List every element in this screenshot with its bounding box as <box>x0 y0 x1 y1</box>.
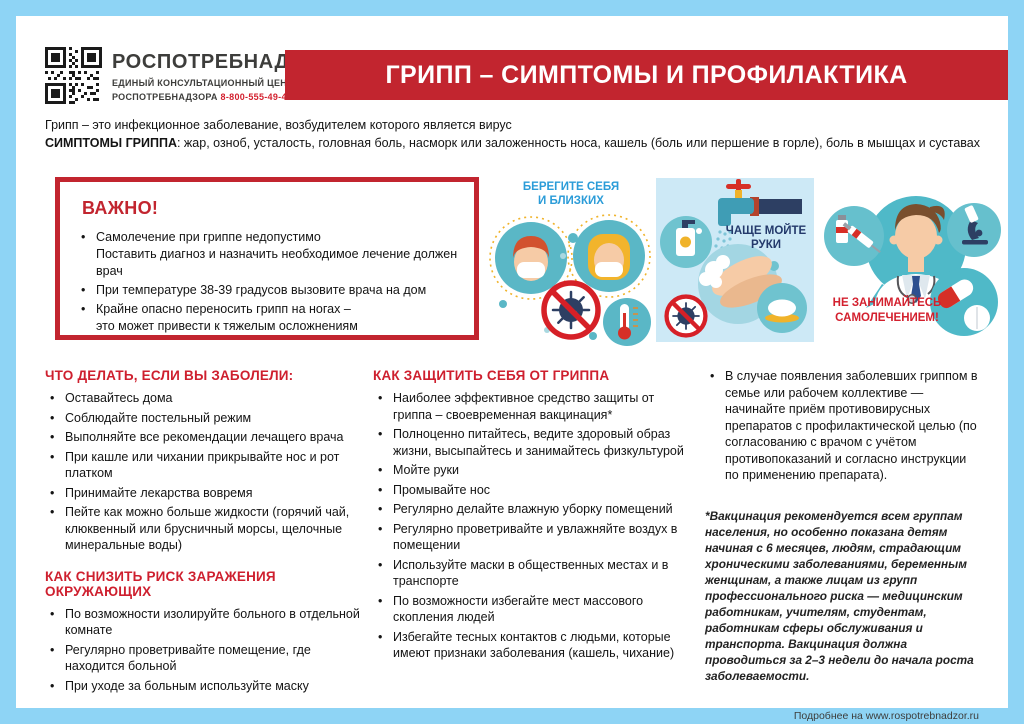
list-item: Выполняйте все рекомендации лечащего вра… <box>45 429 367 446</box>
intro-text: Грипп – это инфекционное заболевание, во… <box>45 116 988 152</box>
illustration-protect-yourself: БЕРЕГИТЕ СЕБЯ И БЛИЗКИХ <box>489 178 653 354</box>
list-item: Регулярно проветривайте и увлажняйте воз… <box>373 521 689 554</box>
list-item: Полноценно питайтесь, ведите здоровый об… <box>373 426 689 459</box>
logo-block: РОСПОТРЕБНАДЗОР ЕДИНЫЙ КОНСУЛЬТАЦИОННЫЙ … <box>112 51 333 102</box>
heading-protect: КАК ЗАЩИТИТЬ СЕБЯ ОТ ГРИППА <box>373 368 610 383</box>
if-sick-list: Оставайтесь дома Соблюдайте постельный ре… <box>45 390 367 554</box>
important-list: Самолечение при гриппе недопустимо Поста… <box>76 229 464 335</box>
masked-people-icon <box>489 214 651 346</box>
column-antiviral: В случае появления заболевших гриппом в … <box>705 368 979 722</box>
important-title: ВАЖНО! <box>82 198 159 218</box>
heading-if-sick: ЧТО ДЕЛАТЬ, ЕСЛИ ВЫ ЗАБОЛЕЛИ: <box>45 368 294 383</box>
syringe-icon <box>824 206 884 266</box>
symptoms-label: СИМПТОМЫ ГРИППА <box>45 136 177 150</box>
microscope-icon <box>947 203 1001 257</box>
list-item: При температуре 38-39 градусов вызовите … <box>76 282 464 299</box>
list-item: Соблюдайте постельный режим <box>45 410 367 427</box>
column-if-sick: ЧТО ДЕЛАТЬ, ЕСЛИ ВЫ ЗАБОЛЕЛИ: Оставайтес… <box>45 368 367 722</box>
soap-bar-icon <box>757 283 807 333</box>
hotline-phone: 8-800-555-49-43 <box>220 92 293 102</box>
illustration-wash-hands: ЧАЩЕ МОЙТЕ РУКИ <box>656 178 814 342</box>
list-item: Принимайте лекарства вовремя <box>45 485 367 502</box>
list-item: Крайне опасно переносить грипп на ногах … <box>76 301 464 335</box>
symptoms-text: : жар, озноб, усталость, головная боль, … <box>176 136 980 150</box>
title-banner: ГРИПП – СИМПТОМЫ И ПРОФИЛАКТИКА <box>285 50 1008 100</box>
important-box: ВАЖНО! Самолечение при гриппе недопустим… <box>55 177 479 340</box>
vaccination-footnote: *Вакцинация рекомендуется всем группам н… <box>705 508 974 683</box>
column-protect: КАК ЗАЩИТИТЬ СЕБЯ ОТ ГРИППА Наиболее эфф… <box>373 368 689 722</box>
list-item: При уходе за больным используйте маску <box>45 678 367 695</box>
faucet-icon <box>714 179 802 250</box>
advice-columns: ЧТО ДЕЛАТЬ, ЕСЛИ ВЫ ЗАБОЛЕЛИ: Оставайтес… <box>45 368 979 722</box>
list-item: По возможности изолируйте больного в отд… <box>45 606 367 639</box>
antiviral-list: В случае появления заболевших гриппом в … <box>705 368 979 484</box>
panel1-title: БЕРЕГИТЕ СЕБЯ И БЛИЗКИХ <box>522 181 620 207</box>
list-item: Промывайте нос <box>373 482 689 499</box>
list-item: В случае появления заболевших гриппом в … <box>705 368 979 484</box>
panel2-title: ЧАЩЕ МОЙТЕ РУКИ <box>725 225 807 251</box>
hand-washing-icon <box>660 179 807 338</box>
list-item: По возможности избегайте мест массового … <box>373 593 689 626</box>
doctor-figure <box>874 204 958 312</box>
decor-dots <box>499 233 597 340</box>
list-item: Мойте руки <box>373 462 689 479</box>
heading-reduce-risk: КАК СНИЗИТЬ РИСК ЗАРАЖЕНИЯ ОКРУЖАЮЩИХ <box>45 568 276 599</box>
masked-woman-icon <box>567 214 651 298</box>
website-link: Подробнее на www.rospotrebnadzor.ru <box>793 709 979 722</box>
qr-code-icon <box>45 47 102 104</box>
protect-list: Наиболее эффективное средство защиты от … <box>373 390 689 662</box>
list-item: Регулярно проветривайте помещение, где н… <box>45 642 367 675</box>
intro-line2: СИМПТОМЫ ГРИППА: жар, озноб, усталость, … <box>45 134 988 152</box>
list-item: Избегайте тесных контактов с людьми, кот… <box>373 629 689 662</box>
soap-foam <box>699 255 730 288</box>
thermometer-icon <box>603 298 651 346</box>
soap-dispenser-icon <box>660 216 712 268</box>
list-item: Пейте как можно больше жидкости (горячий… <box>45 504 367 554</box>
intro-line1: Грипп – это инфекционное заболевание, во… <box>45 118 512 132</box>
consult-center-line2: РОСПОТРЕБНАДЗОРА 8-800-555-49-43 <box>112 92 293 102</box>
list-item: Регулярно делайте влажную уборку помещен… <box>373 501 689 518</box>
no-virus-icon <box>664 294 708 338</box>
consult-center-line1: ЕДИНЫЙ КОНСУЛЬТАЦИОННЫЙ ЦЕНТР <box>112 78 300 88</box>
doctor-icon <box>824 196 1001 336</box>
poster-title: ГРИПП – СИМПТОМЫ И ПРОФИЛАКТИКА <box>385 60 908 89</box>
no-virus-icon <box>541 280 601 340</box>
list-item: При кашле или чихании прикрывайте нос и … <box>45 449 367 482</box>
list-item: Используйте маски в общественных местах … <box>373 557 689 590</box>
list-item: Наиболее эффективное средство защиты от … <box>373 390 689 423</box>
list-item: Оставайтесь дома <box>45 390 367 407</box>
reduce-risk-list: По возможности изолируйте больного в отд… <box>45 606 367 695</box>
masked-man-icon <box>489 216 573 300</box>
org-name: РОСПОТРЕБНАДЗОР <box>112 51 333 73</box>
pills-icon <box>930 268 998 336</box>
poster-page: РОСПОТРЕБНАДЗОР ЕДИНЫЙ КОНСУЛЬТАЦИОННЫЙ … <box>16 16 1008 722</box>
panel3-title: НЕ ЗАНИМАЙТЕСЬ САМОЛЕЧЕНИЕМ! <box>832 297 942 324</box>
illustration-see-doctor: НЕ ЗАНИМАЙТЕСЬ САМОЛЕЧЕНИЕМ! <box>822 172 1008 364</box>
list-item: Самолечение при гриппе недопустимо Поста… <box>76 229 464 280</box>
